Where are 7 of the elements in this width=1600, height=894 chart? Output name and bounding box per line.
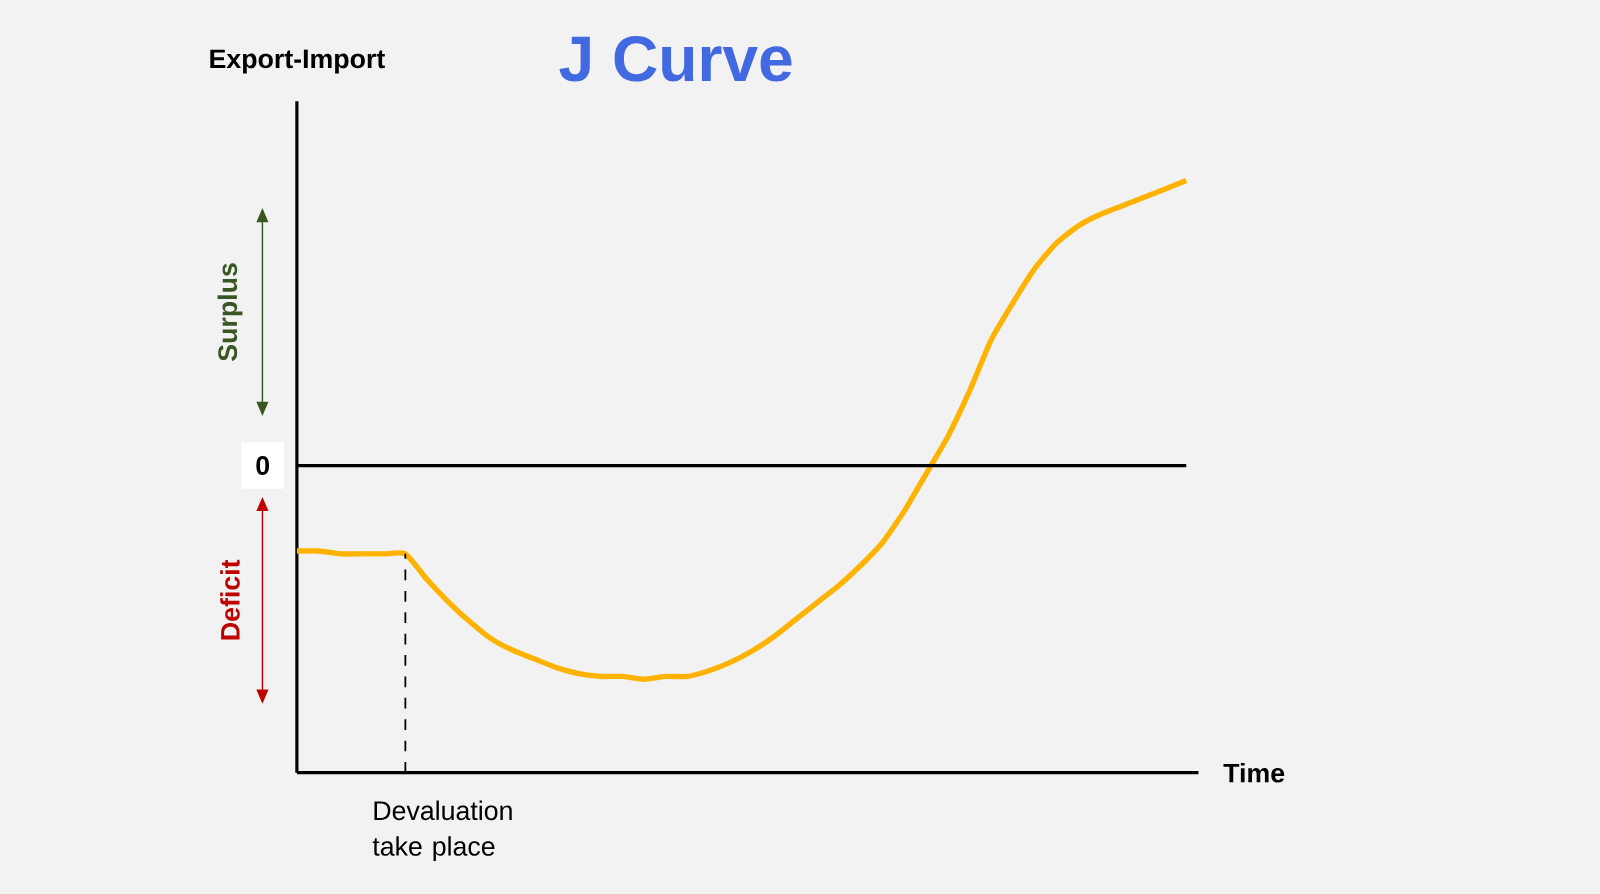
- text: Deficit: [220, 559, 240, 640]
- text: Surplus: [217, 263, 243, 361]
- y-axis-title: Export-Import: [210, 49, 385, 74]
- ref-line-label: 0: [256, 455, 270, 475]
- text: Devaluation take place: [372, 800, 512, 861]
- x-axis-title: Time: [1223, 762, 1285, 783]
- chart-title: J Curve: [559, 35, 792, 82]
